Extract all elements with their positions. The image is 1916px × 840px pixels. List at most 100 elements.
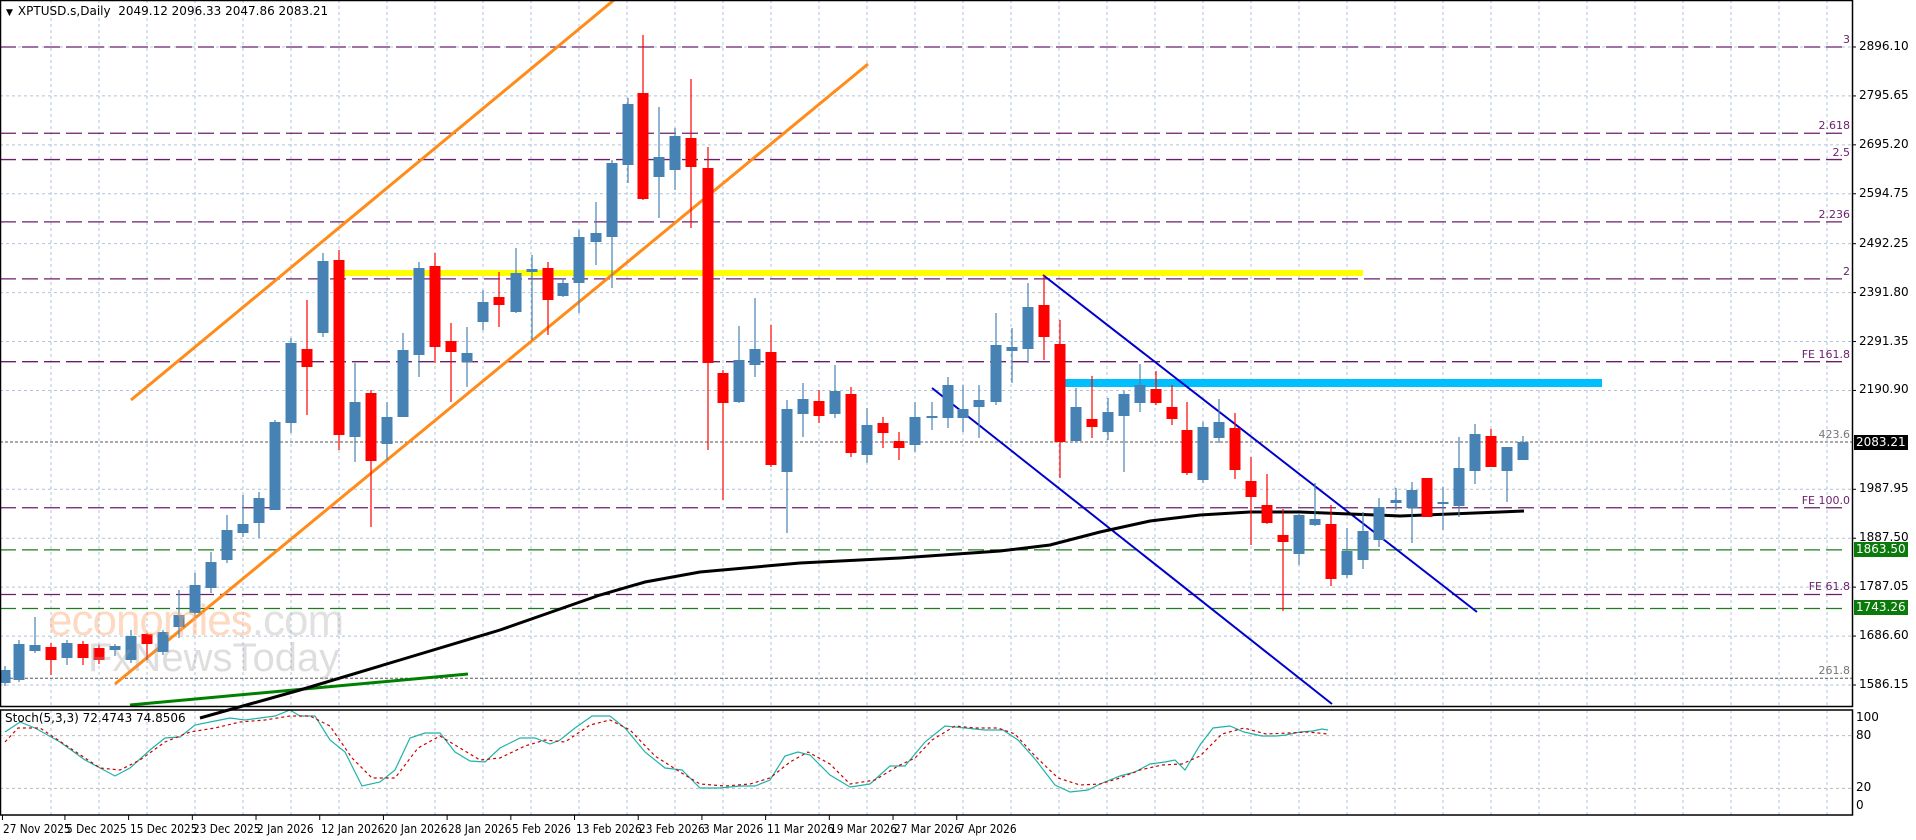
bull-candle	[253, 498, 265, 523]
bull-candle	[1022, 307, 1034, 349]
stoch-title: Stoch(5,3,3) 72.4743 74.8506	[5, 711, 186, 725]
price-axis-label: 1887.50	[1859, 530, 1909, 545]
bull-candle	[1309, 519, 1321, 525]
date-axis-label: 28 Jan 2026	[448, 822, 512, 836]
bear-candle	[493, 297, 505, 305]
bear-candle	[1245, 481, 1257, 497]
fib-level-label: 2.5	[1832, 145, 1851, 159]
fib-level-label: 2	[1843, 264, 1850, 278]
price-axis-label: 2795.65	[1859, 87, 1909, 102]
bull-candle	[1406, 490, 1418, 508]
bull-candle	[173, 615, 185, 627]
bear-candle	[702, 168, 714, 363]
bull-candle	[781, 409, 793, 472]
moving-average-line	[199, 509, 1525, 720]
bear-candle	[685, 138, 697, 167]
bull-candle	[1006, 347, 1018, 351]
stoch-axis-label: 0	[1856, 798, 1864, 812]
bear-candle	[877, 423, 889, 433]
resistance-bars	[337, 270, 1602, 387]
main-pane-frame	[0, 0, 1854, 708]
bear-candle	[1086, 419, 1098, 427]
bull-candle	[125, 636, 137, 660]
bear-candle	[845, 394, 857, 453]
cyan-resistance	[1065, 379, 1602, 387]
bull-candle	[861, 425, 873, 455]
orange-upper-trendline[interactable]	[130, 0, 615, 402]
date-axis-label: 7 Apr 2026	[957, 822, 1017, 836]
bull-candle	[1341, 551, 1353, 575]
bull-candle	[237, 524, 249, 533]
bull-candle	[1453, 468, 1465, 506]
price-axis-label: 2594.75	[1859, 185, 1909, 200]
bear-candle	[813, 401, 825, 416]
bear-candle	[1038, 305, 1050, 337]
bull-candle	[109, 646, 121, 650]
stoch-axis-label: 100	[1856, 710, 1879, 724]
chart-title: ▼ XPTUSD.s,Daily 2049.12 2096.33 2047.86 …	[6, 4, 328, 18]
candlesticks	[0, 35, 1529, 686]
bull-candle	[557, 283, 569, 296]
bull-candle	[1390, 500, 1402, 503]
bull-candle	[1134, 385, 1146, 403]
price-tag: 2083.21	[1854, 434, 1908, 450]
bull-candle	[990, 345, 1002, 402]
collapse-triangle-icon[interactable]: ▼	[6, 8, 13, 18]
bear-candle	[301, 349, 313, 367]
price-axis-label: 2190.90	[1859, 382, 1909, 397]
blue-upper-trendline[interactable]	[1042, 274, 1478, 613]
stoch-signal-line	[4, 715, 1329, 787]
bear-candle	[717, 373, 729, 403]
bear-candle	[1229, 428, 1241, 470]
bull-candle	[973, 400, 985, 407]
price-axis-label: 2492.25	[1859, 235, 1909, 250]
price-tag: 1863.50	[1854, 541, 1908, 557]
price-axis-label: 1686.60	[1859, 628, 1909, 643]
projection-level-label: 423.6	[1818, 428, 1851, 442]
price-axis-label: 2695.20	[1859, 136, 1909, 151]
bull-candle	[526, 269, 538, 272]
bear-candle	[445, 341, 457, 352]
bull-candle	[590, 233, 602, 242]
moving-average-polyline	[199, 509, 1525, 720]
bull-candle	[397, 350, 409, 417]
bull-candle	[1517, 442, 1529, 460]
bull-candle	[606, 163, 618, 237]
bear-candle	[542, 268, 554, 300]
projection-level-label: 261.8	[1818, 664, 1851, 678]
date-axis-label: 5 Feb 2026	[511, 822, 571, 836]
date-axis-label: 23 Dec 2025	[193, 822, 261, 836]
bull-candle	[205, 562, 217, 588]
pane-frames	[0, 0, 1856, 820]
blue-lower-trendline[interactable]	[931, 387, 1333, 705]
bull-candle	[733, 360, 745, 402]
date-axis-label: 13 Feb 2026	[575, 822, 642, 836]
price-axis-label: 2291.35	[1859, 333, 1909, 348]
bull-candle	[510, 273, 522, 312]
price-axis-label: 2896.10	[1859, 39, 1909, 53]
trendlines[interactable]	[114, 0, 1478, 707]
bull-candle	[573, 237, 585, 283]
bear-candle	[45, 647, 57, 660]
stoch-main-line	[4, 709, 1329, 793]
bull-candle	[1437, 502, 1449, 504]
date-axis-label: 5 Dec 2025	[65, 822, 127, 836]
bear-candle	[765, 352, 777, 465]
date-axis-label: 23 Feb 2026	[639, 822, 705, 836]
price-axis-label: 2391.80	[1859, 284, 1909, 299]
bull-candle	[1501, 447, 1513, 471]
price-axis-label: 1787.05	[1859, 579, 1909, 594]
bull-candle	[317, 261, 329, 333]
price-tag: 1743.26	[1854, 600, 1908, 616]
orange-lower-trendline[interactable]	[114, 62, 869, 686]
bull-candle	[189, 585, 201, 613]
yellow-resistance	[337, 270, 1363, 276]
date-axis-label: 27 Mar 2026	[894, 822, 961, 836]
bull-candle	[29, 645, 41, 651]
bear-candle	[1421, 478, 1433, 517]
bear-candle	[1261, 505, 1273, 523]
bull-candle	[1293, 515, 1305, 554]
bull-candle	[1118, 394, 1130, 416]
bull-candle	[926, 416, 938, 418]
